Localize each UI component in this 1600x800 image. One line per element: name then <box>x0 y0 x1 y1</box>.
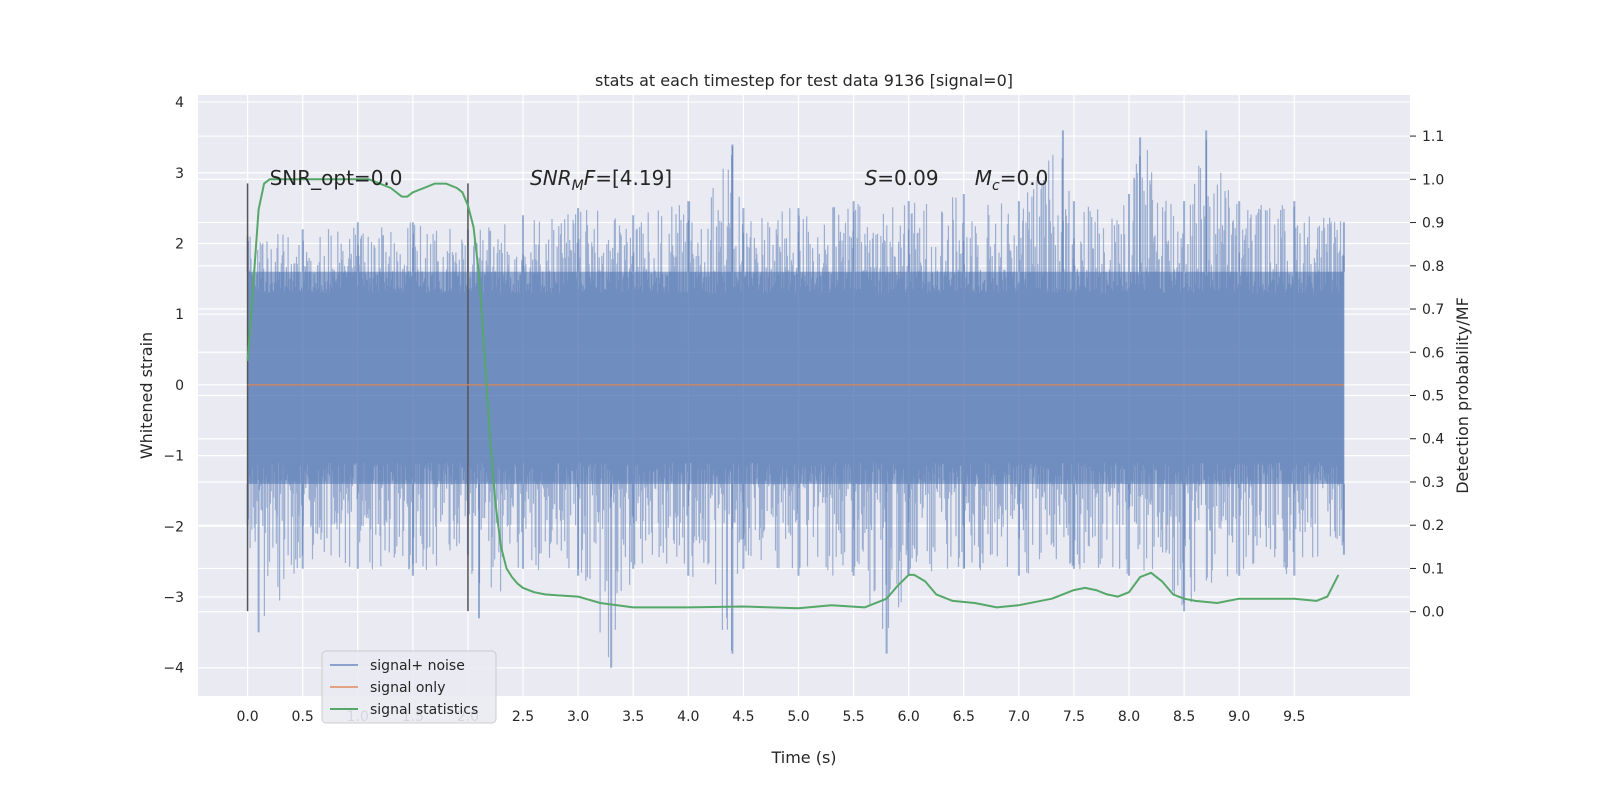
x-tick-label: 7.5 <box>1063 709 1085 725</box>
y-tick-label: −1 <box>163 449 184 465</box>
annotation-mc-main: M <box>975 166 992 190</box>
y2-tick-label: 0.5 <box>1422 389 1444 405</box>
y-tick-label: 1 <box>175 307 184 323</box>
x-tick-label: 4.5 <box>732 709 754 725</box>
x-tick-label: 5.0 <box>787 709 809 725</box>
y-tick-label: 0 <box>175 378 184 394</box>
annotation-s-main: S <box>865 166 878 190</box>
legend-label-noise: signal+ noise <box>370 658 465 674</box>
vertical-markers <box>246 183 469 612</box>
annotation-snr-mf-main: SNR <box>530 166 572 190</box>
annotation-s-stat: S=0.09 <box>865 166 939 190</box>
legend-label-statistics: signal statistics <box>370 702 478 718</box>
x-tick-label: 0.0 <box>236 709 258 725</box>
y2-tick-label: 0.3 <box>1422 475 1444 491</box>
x-tick-label: 4.0 <box>677 709 699 725</box>
y2-tick-label: 1.0 <box>1422 172 1444 188</box>
x-tick-label: 3.0 <box>567 709 589 725</box>
y-tick-label: −3 <box>163 590 184 606</box>
x-tick-label: 8.5 <box>1173 709 1195 725</box>
x-tick-label: 9.5 <box>1283 709 1305 725</box>
y-axis-label: Whitened strain <box>137 332 156 459</box>
y2-tick-label: 0.2 <box>1422 518 1444 534</box>
x-tick-label: 8.0 <box>1118 709 1140 725</box>
y2-axis-label: Detection probability/MF <box>1453 297 1472 494</box>
x-tick-label: 5.5 <box>842 709 864 725</box>
y2-axis-ticks: 1.1 1.0 0.9 0.8 0.7 0.6 0.5 0.4 0.3 0.2 0.1 0.0 <box>1410 129 1444 621</box>
y-tick-label: −4 <box>163 661 184 677</box>
x-tick-label: 0.5 <box>292 709 314 725</box>
y2-tick-label: 0.0 <box>1422 605 1444 621</box>
y2-tick-label: 0.6 <box>1422 345 1444 361</box>
x-tick-label: 7.0 <box>1008 709 1030 725</box>
annotation-snr-opt: SNR_opt=0.0 <box>270 166 403 190</box>
annotation-s-value: =0.09 <box>877 166 938 190</box>
x-tick-label: 9.0 <box>1228 709 1250 725</box>
y2-tick-label: 1.1 <box>1422 129 1444 145</box>
y-tick-label: 4 <box>175 95 184 111</box>
y-axis-ticks: 4 3 2 1 0 −1 −2 −3 −4 <box>163 95 184 677</box>
annotation-snr-mf-value: =[4.19] <box>595 166 672 190</box>
legend-box <box>321 650 497 724</box>
annotation-mc-value: =0.0 <box>1000 166 1049 190</box>
annotation-snr-mf-f: F <box>584 166 596 190</box>
x-axis-ticks: 0.00.51.01.52.02.53.03.54.04.55.05.56.06… <box>236 709 1305 725</box>
y-tick-label: 3 <box>175 166 184 182</box>
x-tick-label: 6.0 <box>898 709 920 725</box>
y2-tick-label: 0.1 <box>1422 561 1444 577</box>
y2-tick-label: 0.8 <box>1422 259 1444 275</box>
y2-tick-label: 0.7 <box>1422 302 1444 318</box>
signal-statistics-series <box>246 178 1340 610</box>
annotation-snr-mf: SNRMF=[4.19] <box>530 166 672 194</box>
annotation-mc-sub: c <box>992 178 1000 194</box>
chart-title: stats at each timestep for test data 913… <box>595 71 1013 90</box>
y-tick-label: −2 <box>163 519 184 535</box>
y2-tick-label: 0.9 <box>1422 216 1444 232</box>
x-tick-label: 3.5 <box>622 709 644 725</box>
x-tick-label: 2.5 <box>512 709 534 725</box>
x-axis-label: Time (s) <box>770 748 836 767</box>
annotation-snr-mf-sub: M <box>572 178 584 194</box>
y-tick-label: 2 <box>175 236 184 252</box>
noise-series <box>246 130 1345 668</box>
legend-label-signal-only: signal only <box>370 680 445 696</box>
x-tick-label: 6.5 <box>953 709 975 725</box>
signal-statistics-line <box>246 178 1340 610</box>
legend: signal+ noise signal only signal statist… <box>321 650 497 724</box>
y2-tick-label: 0.4 <box>1422 432 1444 448</box>
annotation-mc: Mc=0.0 <box>975 166 1049 194</box>
